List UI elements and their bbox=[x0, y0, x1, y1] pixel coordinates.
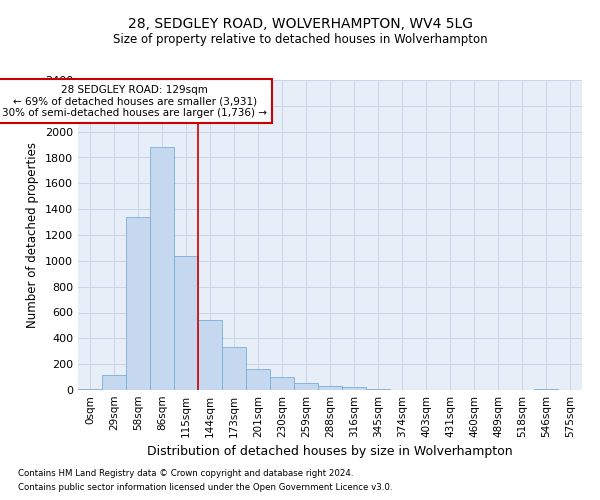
Bar bbox=[270, 377, 294, 390]
Bar bbox=[198, 320, 222, 390]
Bar bbox=[102, 374, 126, 390]
Bar bbox=[150, 147, 174, 390]
X-axis label: Distribution of detached houses by size in Wolverhampton: Distribution of detached houses by size … bbox=[147, 446, 513, 458]
Text: Contains public sector information licensed under the Open Government Licence v3: Contains public sector information licen… bbox=[18, 484, 392, 492]
Bar bbox=[222, 346, 246, 390]
Bar bbox=[294, 383, 318, 390]
Bar bbox=[342, 388, 366, 390]
Text: 28 SEDGLEY ROAD: 129sqm
← 69% of detached houses are smaller (3,931)
30% of semi: 28 SEDGLEY ROAD: 129sqm ← 69% of detache… bbox=[2, 84, 267, 118]
Bar bbox=[318, 386, 342, 390]
Bar bbox=[174, 256, 198, 390]
Y-axis label: Number of detached properties: Number of detached properties bbox=[26, 142, 40, 328]
Text: Size of property relative to detached houses in Wolverhampton: Size of property relative to detached ho… bbox=[113, 32, 487, 46]
Bar bbox=[246, 368, 270, 390]
Text: 28, SEDGLEY ROAD, WOLVERHAMPTON, WV4 5LG: 28, SEDGLEY ROAD, WOLVERHAMPTON, WV4 5LG bbox=[128, 18, 473, 32]
Bar bbox=[126, 217, 150, 390]
Text: Contains HM Land Registry data © Crown copyright and database right 2024.: Contains HM Land Registry data © Crown c… bbox=[18, 468, 353, 477]
